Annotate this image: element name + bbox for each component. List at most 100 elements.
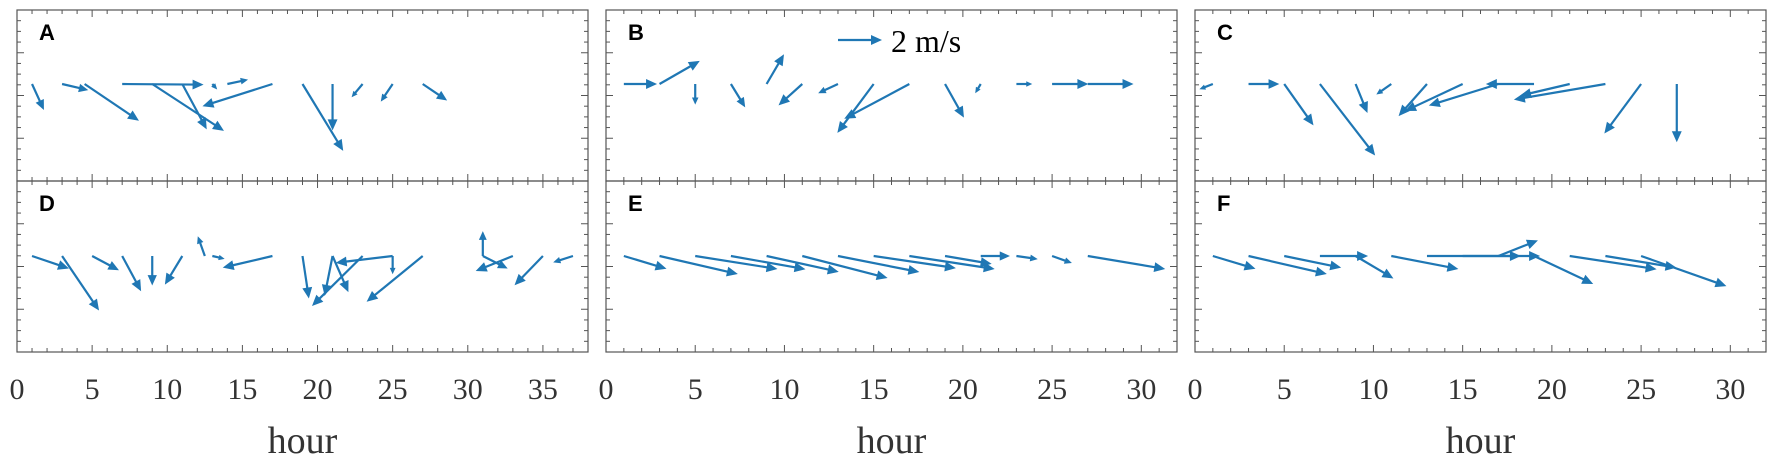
panel-frame-C [1194,9,1767,182]
x-tick-label: 5 [688,373,703,406]
vector-arrow [147,256,157,286]
vector-arrow [1485,79,1535,89]
vector-arrow [1428,82,1499,108]
vector-arrow [31,254,69,270]
vector-arrow [164,255,184,285]
panel-arrows-C [1199,79,1682,156]
vector-arrow [478,231,487,256]
x-tick-label: 20 [303,373,333,406]
vector-arrow [1405,83,1464,112]
vector-arrow [1604,83,1642,134]
panel-frame-F [1194,180,1767,353]
vector-arrow [121,255,142,292]
vector-arrow [980,251,1010,261]
vector-arrows [31,54,1727,311]
vector-arrow [766,254,839,275]
vector-arrow [873,254,956,272]
panel-arrows-E [623,251,1166,281]
vector-arrow [1513,82,1606,103]
vector-arrow [1354,83,1368,114]
vector-arrow [1319,83,1376,156]
vector-arrow [659,254,738,277]
vector-arrow [695,254,778,273]
x-tick-label: 25 [378,373,408,406]
vector-arrow [623,79,658,89]
vector-arrow [1248,254,1327,277]
vector-arrow [227,77,249,86]
vector-arrow [1087,254,1166,273]
x-tick-label: 30 [453,373,483,406]
vector-arrow [197,236,206,257]
x-tick-label: 10 [769,373,799,406]
vector-arrow [301,83,344,151]
vector-arrow [211,83,218,90]
x-tick-label: 5 [1277,373,1292,406]
x-tick-label: 10 [152,373,182,406]
panel-label-B: B [628,20,644,45]
vector-arrow [623,254,667,271]
vector-arrow [514,255,544,286]
vector-arrow [837,254,920,275]
panel-label-D: D [39,191,55,216]
vector-arrow [389,256,396,275]
vector-arrow [944,83,964,118]
vector-arrow [422,83,448,101]
vector-arrow [1212,254,1256,271]
vector-arrow [1016,254,1038,262]
panel-label-E: E [628,191,643,216]
x-tick-label: 25 [1626,373,1656,406]
vector-arrow [1376,83,1392,95]
vector-arrow [1283,83,1314,126]
vector-arrow [1497,239,1538,258]
vector-arrow [475,254,514,272]
x-tick-label: 25 [1037,373,1067,406]
vector-arrow [1355,255,1394,279]
x-tick-label: 30 [1715,373,1745,406]
vector-arrow [380,83,394,102]
vector-arrow [844,83,910,119]
vector-arrow [1569,254,1657,273]
vector-arrow [1391,254,1459,272]
panel-label-C: C [1217,20,1233,45]
vector-arrow [61,255,100,311]
scale-arrow [838,35,882,45]
scale-arrow-legend: 2 m/s [838,23,961,59]
vector-arrow [1640,254,1727,288]
vector-arrow [1016,81,1033,87]
x-axis-label: hour [268,420,338,462]
x-tick-label: 15 [227,373,257,406]
vector-arrow [181,83,207,130]
vector-arrow [1087,79,1134,89]
vector-arrow [1398,83,1428,117]
vector-arrow [1051,254,1072,264]
vector-arrow [351,83,364,98]
panel-arrows-D [31,231,574,311]
vector-arrow [335,254,393,267]
vector-arrow [84,83,139,121]
x-tick-label: 20 [1537,373,1567,406]
x-tick-label: 10 [1358,373,1388,406]
x-tick-label: 35 [528,373,558,406]
panel-arrows-F [1212,239,1727,288]
vector-arrow [222,254,273,270]
vector-arrow [730,254,806,273]
panel-label-A: A [39,20,55,45]
vector-arrow [366,255,424,302]
vector-arrow [1052,79,1089,89]
axis-ticks [16,10,1767,352]
vector-arrow [729,83,746,108]
chart-text: A B C D E F 0 5 10 15 20 25 30 35 hour 0 5 10 15 20 25 30 hour… [10,20,1746,462]
vector-arrow [691,84,699,105]
x-tick-label: 20 [948,373,978,406]
x-axis-label: hour [857,420,927,462]
vector-arrow [1533,255,1594,284]
x-tick-label: 0 [10,373,25,406]
x-tick-label: 0 [599,373,614,406]
vector-arrow [944,254,992,267]
vector-arrow [1248,79,1280,89]
vector-arrow [553,254,574,264]
vector-arrow [301,255,313,299]
x-tick-label: 15 [1448,373,1478,406]
vector-arrow [837,83,875,133]
